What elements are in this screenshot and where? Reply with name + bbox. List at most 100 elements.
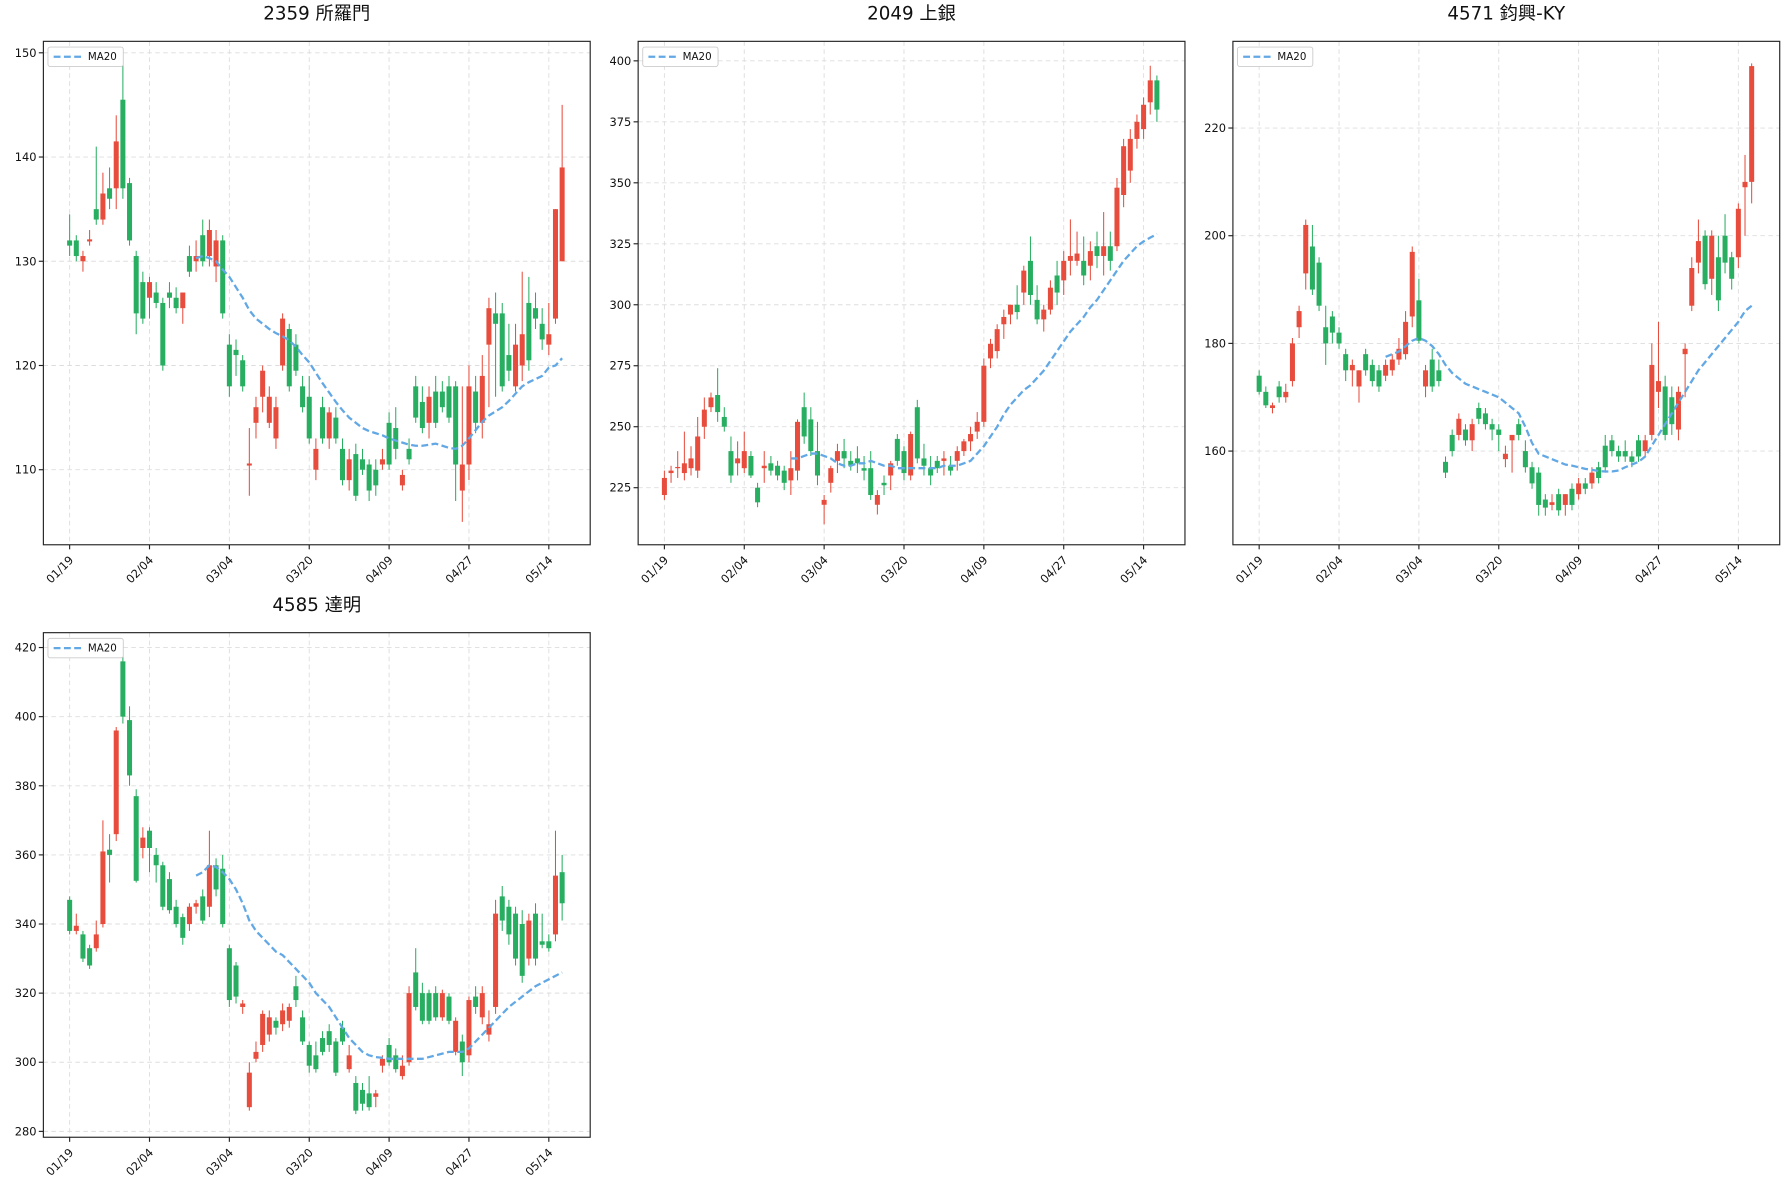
candle-body xyxy=(559,872,565,904)
candle-body xyxy=(1074,253,1080,261)
candle-body xyxy=(1121,146,1127,195)
candle-body xyxy=(894,438,900,461)
candle-body xyxy=(539,941,545,945)
candle-body xyxy=(320,407,326,439)
candle-body xyxy=(186,906,192,925)
axes-frame xyxy=(1232,40,1781,546)
candle-body xyxy=(1154,80,1160,110)
candle-body xyxy=(1303,224,1309,274)
candle-body xyxy=(146,830,153,848)
candle-body xyxy=(479,375,485,423)
candle-body xyxy=(1529,467,1535,484)
candle-body xyxy=(67,899,73,931)
candle-body xyxy=(1107,246,1113,261)
candle-body xyxy=(220,240,226,314)
candle-body xyxy=(868,468,874,496)
candle-body xyxy=(293,344,299,371)
candle-body xyxy=(73,925,79,931)
candle-body xyxy=(353,1082,359,1111)
y-tick-label: 220 xyxy=(1204,121,1226,135)
y-tick-label: 350 xyxy=(610,176,632,190)
candle-body xyxy=(153,292,159,303)
candle-body xyxy=(1001,316,1007,325)
candle-body xyxy=(914,407,920,459)
chart-title: 2049 上銀 xyxy=(867,4,956,25)
candle-body xyxy=(233,965,239,997)
candle-body xyxy=(419,401,425,429)
candle-body xyxy=(100,851,106,925)
candle-body xyxy=(728,451,734,476)
candle-body xyxy=(721,416,727,427)
y-tick-label: 200 xyxy=(1204,229,1226,243)
candle-body xyxy=(1636,440,1642,457)
candle-body xyxy=(479,993,485,1018)
candle-body xyxy=(1336,332,1342,344)
candle-body xyxy=(433,993,439,1018)
candle-body xyxy=(473,391,479,423)
legend-label: MA20 xyxy=(683,51,712,63)
candle-body xyxy=(1496,429,1502,435)
candle-body xyxy=(1669,397,1675,425)
y-tick-label: 320 xyxy=(15,986,37,1000)
candle-body xyxy=(286,1006,292,1021)
candle-body xyxy=(180,917,186,938)
candle-body xyxy=(1021,270,1027,293)
candle-body xyxy=(974,421,980,432)
candle-body xyxy=(506,355,512,371)
candle-body xyxy=(280,1010,286,1025)
candle-body xyxy=(180,292,186,309)
candle-body xyxy=(200,235,206,262)
candle-body xyxy=(1141,104,1147,130)
candle-body xyxy=(1134,121,1140,139)
candle-body xyxy=(1396,348,1402,360)
candle-body xyxy=(439,391,445,408)
candle-body xyxy=(881,482,887,486)
candle-body xyxy=(1007,304,1013,315)
y-tick-label: 180 xyxy=(1204,336,1226,350)
candle-body xyxy=(246,1072,252,1108)
candle-body xyxy=(1715,257,1721,301)
candle-body xyxy=(373,469,379,486)
candle-body xyxy=(100,193,106,220)
legend-box xyxy=(47,637,124,659)
y-tick-label: 250 xyxy=(610,420,632,434)
candle-body xyxy=(1729,257,1735,279)
candle-body xyxy=(127,183,133,241)
candle-body xyxy=(854,458,860,464)
candle-body xyxy=(379,1058,385,1066)
y-tick-label: 375 xyxy=(610,115,632,129)
candle-body xyxy=(539,323,545,340)
candle-body xyxy=(834,451,840,461)
candle-body xyxy=(399,474,405,486)
candle-body xyxy=(1556,494,1562,511)
candle-body xyxy=(1629,456,1635,462)
candle-body xyxy=(1276,386,1282,398)
candle-body xyxy=(466,1000,472,1056)
candle-body xyxy=(253,1051,259,1059)
candle-body xyxy=(1369,364,1375,382)
candle-body xyxy=(80,256,86,262)
candle-body xyxy=(794,421,801,471)
legend-label: MA20 xyxy=(88,643,117,655)
candle-body xyxy=(1749,66,1755,182)
candle-body xyxy=(1476,408,1482,419)
candle-body xyxy=(861,468,867,471)
legend-box xyxy=(642,46,719,67)
candle-body xyxy=(1296,311,1302,328)
candle-body xyxy=(260,370,266,397)
candle-body xyxy=(741,451,747,469)
candle-body xyxy=(1034,299,1040,320)
y-tick-label: 400 xyxy=(610,54,632,68)
y-tick-label: 130 xyxy=(15,254,37,268)
candle-body xyxy=(120,661,126,717)
candle-body xyxy=(120,99,126,189)
candle-body xyxy=(226,948,232,1001)
candle-body xyxy=(1423,370,1429,387)
candle-body xyxy=(841,451,847,459)
y-tick-label: 325 xyxy=(610,237,632,251)
candle-body xyxy=(386,1044,392,1063)
candle-body xyxy=(333,417,339,439)
candle-body xyxy=(526,920,532,959)
candle-body xyxy=(1041,309,1047,320)
